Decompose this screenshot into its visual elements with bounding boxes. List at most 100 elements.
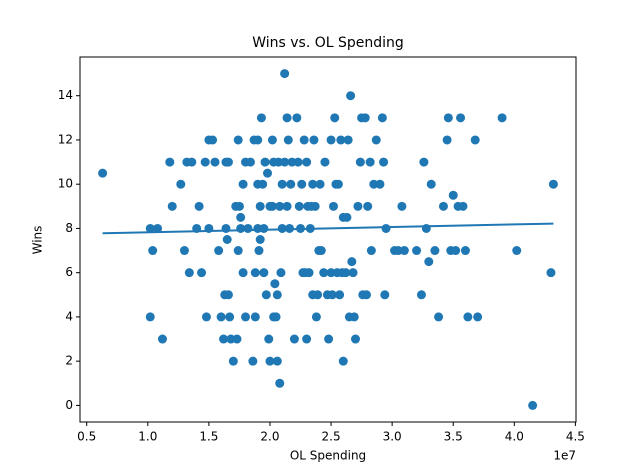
point	[253, 135, 263, 145]
point	[200, 157, 210, 167]
point	[371, 135, 381, 145]
point	[222, 235, 232, 244]
x-tick-label: 3.0	[383, 430, 402, 444]
point	[548, 179, 558, 189]
point	[210, 157, 220, 167]
point	[258, 179, 268, 189]
point	[241, 312, 251, 322]
y-tick-label: 0	[65, 398, 73, 412]
point	[264, 334, 274, 344]
point	[313, 290, 323, 300]
point	[316, 246, 326, 256]
point	[263, 168, 273, 178]
point	[277, 179, 287, 189]
point	[254, 246, 264, 256]
point	[473, 312, 483, 322]
point	[355, 157, 365, 167]
point	[320, 157, 330, 167]
point	[280, 69, 290, 79]
point	[448, 190, 458, 200]
point	[456, 113, 466, 123]
point	[176, 179, 186, 189]
point	[434, 312, 444, 322]
point	[197, 268, 207, 278]
point	[283, 135, 293, 145]
point	[223, 290, 233, 300]
chart-title: Wins vs. OL Spending	[252, 35, 404, 51]
point	[233, 135, 243, 145]
point	[343, 135, 353, 145]
point	[289, 334, 299, 344]
point	[397, 201, 407, 211]
y-tick-label: 12	[58, 132, 73, 146]
point	[419, 157, 429, 167]
point	[145, 312, 155, 322]
point	[326, 135, 336, 145]
y-tick-label: 4	[65, 309, 73, 323]
point	[223, 157, 233, 167]
point	[330, 113, 340, 123]
point	[315, 179, 325, 189]
point	[282, 113, 292, 123]
point	[236, 212, 246, 222]
point	[546, 268, 556, 278]
point	[311, 312, 321, 322]
point	[157, 334, 167, 344]
point	[302, 334, 312, 344]
point	[250, 312, 260, 322]
point	[208, 135, 218, 145]
point	[319, 268, 329, 278]
y-tick-label: 2	[65, 354, 73, 368]
point	[167, 201, 177, 211]
point	[280, 157, 290, 167]
point	[353, 201, 363, 211]
point	[328, 201, 338, 211]
point	[256, 113, 266, 123]
point	[338, 356, 348, 366]
point	[348, 268, 358, 278]
point	[194, 201, 204, 211]
point	[267, 135, 277, 145]
point	[238, 179, 248, 189]
point	[233, 246, 243, 256]
point	[297, 179, 307, 189]
point	[292, 113, 302, 123]
point	[512, 246, 522, 256]
point	[458, 201, 468, 211]
point	[309, 135, 319, 145]
point	[248, 356, 258, 366]
point	[286, 179, 296, 189]
y-tick-label: 8	[65, 221, 73, 235]
point	[275, 201, 285, 211]
point	[381, 223, 391, 233]
point	[238, 268, 248, 278]
point	[276, 268, 286, 278]
point	[366, 246, 376, 256]
point	[336, 135, 346, 145]
y-tick-label: 6	[65, 265, 73, 279]
point	[267, 201, 277, 211]
point	[250, 268, 260, 278]
point	[255, 235, 265, 244]
point	[282, 201, 292, 211]
x-tick-label: 0.5	[77, 430, 96, 444]
point	[153, 223, 163, 233]
y-tick-label: 10	[58, 177, 73, 191]
y-axis-label: Wins	[31, 226, 45, 255]
point	[259, 223, 269, 233]
point	[228, 356, 238, 366]
point	[260, 157, 270, 167]
point	[380, 290, 390, 300]
point	[270, 279, 280, 289]
point	[412, 246, 422, 256]
point	[361, 290, 371, 300]
point	[243, 223, 253, 233]
point	[333, 179, 343, 189]
point	[214, 246, 224, 256]
point	[232, 334, 242, 344]
point	[399, 246, 409, 256]
point	[271, 312, 281, 322]
x-tick-label: 4.5	[566, 430, 585, 444]
y-tick-label: 14	[58, 88, 73, 102]
